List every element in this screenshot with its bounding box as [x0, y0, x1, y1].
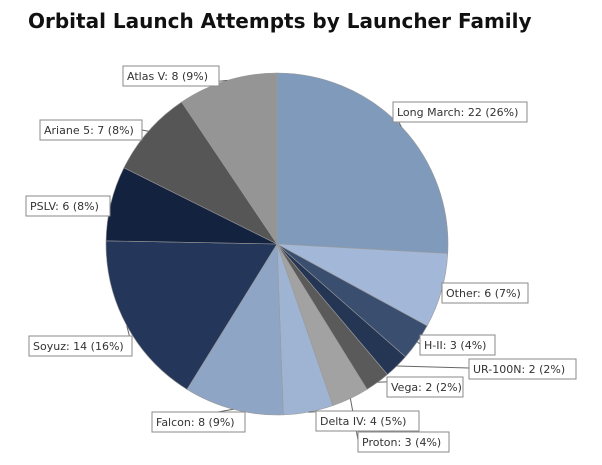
- slice-label: PSLV: 6 (8%): [25, 195, 111, 217]
- slice-label-text: Ariane 5: 7 (8%): [44, 124, 134, 137]
- label-box: [392, 101, 528, 123]
- slice-label: Long March: 22 (26%): [392, 101, 528, 123]
- slice-label-text: Delta IV: 4 (5%): [320, 415, 406, 428]
- leader-line: [396, 365, 470, 369]
- leader-line: [141, 129, 149, 132]
- label-box: [28, 335, 133, 357]
- slice-label: H-II: 3 (4%): [419, 334, 496, 356]
- pie-slice-ariane-5: [123, 101, 278, 245]
- label-box: [122, 65, 220, 87]
- label-box: [386, 376, 464, 398]
- label-box: [419, 334, 496, 356]
- slice-label: Proton: 3 (4%): [357, 431, 450, 453]
- label-box: [39, 119, 143, 141]
- label-box: [25, 195, 111, 217]
- slice-label-text: Vega: 2 (2%): [391, 381, 462, 394]
- pie-slice-long-march: [276, 72, 449, 254]
- slice-label-text: Soyuz: 14 (16%): [33, 340, 124, 353]
- slice-label-text: UR-100N: 2 (2%): [473, 363, 565, 376]
- slice-label: Falcon: 8 (9%): [151, 411, 246, 433]
- slice-label: UR-100N: 2 (2%): [468, 358, 577, 380]
- label-box: [468, 358, 577, 380]
- slice-label-text: PSLV: 6 (8%): [30, 200, 99, 213]
- slice-label: Delta IV: 4 (5%): [315, 410, 420, 432]
- label-box: [151, 411, 246, 433]
- slice-label-text: Falcon: 8 (9%): [156, 416, 235, 429]
- label-box: [441, 282, 529, 304]
- slice-label-text: H-II: 3 (4%): [424, 339, 486, 352]
- slice-label-text: Other: 6 (7%): [446, 287, 521, 300]
- label-box: [315, 410, 420, 432]
- slice-label: Other: 6 (7%): [441, 282, 529, 304]
- slice-label: Ariane 5: 7 (8%): [39, 119, 143, 141]
- slice-label-text: Long March: 22 (26%): [397, 106, 518, 119]
- slice-label-text: Atlas V: 8 (9%): [127, 70, 208, 83]
- slice-label: Atlas V: 8 (9%): [122, 65, 220, 87]
- slice-label-text: Proton: 3 (4%): [362, 436, 441, 449]
- slice-label: Vega: 2 (2%): [386, 376, 464, 398]
- label-box: [357, 431, 450, 453]
- chart-title: Orbital Launch Attempts by Launcher Fami…: [28, 9, 532, 33]
- slice-label: Soyuz: 14 (16%): [28, 335, 133, 357]
